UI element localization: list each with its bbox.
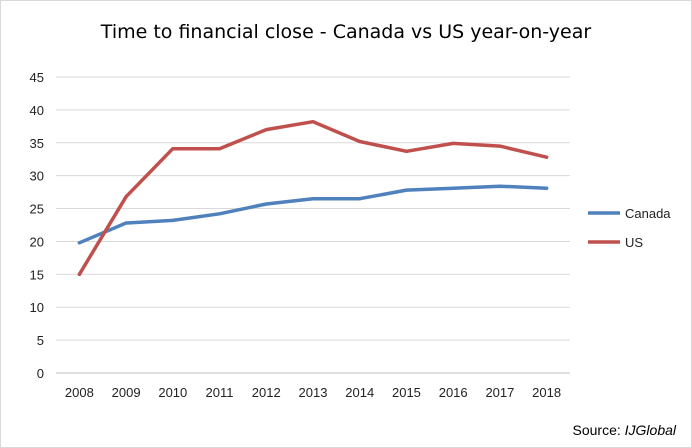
x-tick-label: 2014 bbox=[345, 385, 374, 400]
gridlines bbox=[56, 76, 570, 374]
data-point-us bbox=[451, 141, 455, 146]
data-point-canada bbox=[404, 188, 409, 192]
data-point-canada bbox=[451, 186, 455, 190]
legend: Canada US bbox=[588, 206, 671, 250]
y-tick-label: 30 bbox=[30, 169, 44, 184]
x-tick-label: 2008 bbox=[65, 385, 94, 400]
data-point-canada bbox=[264, 202, 268, 206]
x-tick-label: 2016 bbox=[439, 385, 468, 400]
data-point-us bbox=[545, 155, 549, 159]
x-tick-label: 2013 bbox=[299, 385, 328, 400]
data-point-us bbox=[217, 147, 222, 151]
data-point-us bbox=[264, 128, 268, 132]
data-point-us bbox=[77, 272, 81, 276]
y-tick-label: 0 bbox=[37, 366, 44, 381]
data-point-us bbox=[358, 139, 362, 144]
x-tick-label: 2009 bbox=[112, 385, 141, 400]
x-tick-label: 2018 bbox=[532, 385, 561, 400]
x-tick-label: 2015 bbox=[392, 385, 421, 400]
y-tick-label: 25 bbox=[30, 202, 44, 217]
y-tick-label: 15 bbox=[30, 267, 44, 282]
legend-label-us: US bbox=[625, 235, 643, 250]
data-point-canada bbox=[545, 186, 549, 190]
data-point-canada bbox=[217, 212, 222, 216]
data-point-canada bbox=[311, 197, 315, 201]
data-point-canada bbox=[498, 184, 502, 188]
x-tick-label: 2012 bbox=[252, 385, 281, 400]
data-point-canada bbox=[124, 221, 128, 225]
data-point-us bbox=[404, 149, 409, 153]
data-point-canada bbox=[171, 218, 175, 222]
y-tick-label: 45 bbox=[30, 70, 44, 85]
source-name: IJGlobal bbox=[625, 422, 677, 438]
data-point-us bbox=[171, 147, 175, 151]
y-tick-label: 5 bbox=[37, 333, 44, 348]
data-point-us bbox=[498, 144, 502, 148]
series-line-canada bbox=[77, 184, 549, 245]
x-tick-label: 2017 bbox=[485, 385, 514, 400]
chart-title: Time to financial close - Canada vs US y… bbox=[100, 21, 592, 43]
y-tick-label: 35 bbox=[30, 136, 44, 151]
x-axis-ticks: 2008 2009 2010 2011 2012 2013 2014 2015 2016 2017… bbox=[65, 385, 561, 400]
data-point-canada bbox=[77, 241, 81, 245]
data-point-us bbox=[124, 195, 128, 199]
y-tick-label: 10 bbox=[30, 300, 44, 315]
y-axis-ticks: 0 5 10 15 20 25 30 35 40 45 bbox=[30, 70, 44, 381]
y-tick-label: 40 bbox=[30, 103, 44, 118]
legend-label-canada: Canada bbox=[625, 206, 671, 221]
data-point-canada bbox=[358, 197, 362, 201]
series-lines bbox=[77, 119, 549, 277]
source-note: Source: IJGlobal bbox=[573, 422, 677, 438]
x-tick-label: 2010 bbox=[158, 385, 187, 400]
y-tick-label: 20 bbox=[30, 234, 44, 249]
source-label: Source: bbox=[573, 422, 625, 438]
x-tick-label: 2011 bbox=[206, 385, 234, 400]
data-point-us bbox=[311, 120, 315, 124]
